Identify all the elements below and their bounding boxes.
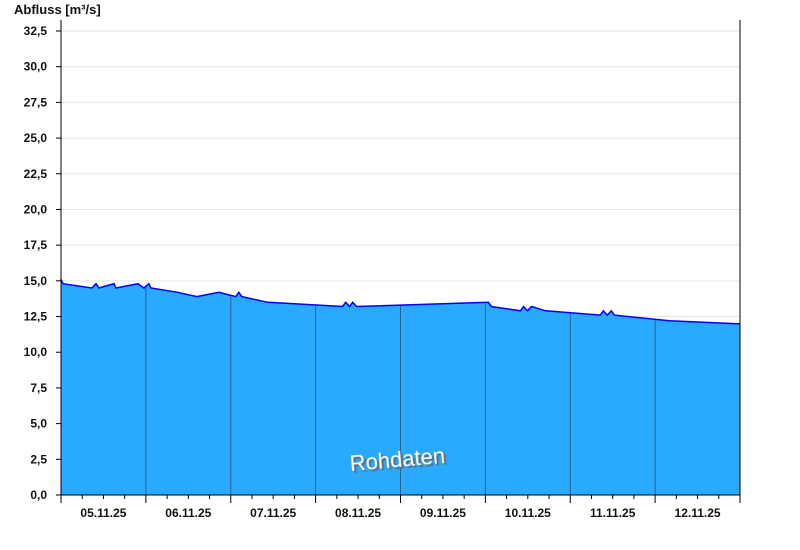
- x-tick-label: 08.11.25: [335, 506, 381, 520]
- y-tick-label: 10,0: [24, 345, 48, 359]
- y-tick-label: 7,5: [30, 381, 47, 395]
- x-tick-label: 07.11.25: [250, 506, 296, 520]
- y-tick-label: 25,0: [24, 131, 48, 145]
- y-tick-label: 2,5: [30, 452, 47, 466]
- y-tick-label: 32,5: [24, 24, 48, 38]
- y-tick-label: 17,5: [24, 238, 48, 252]
- y-axis-label: Abfluss [m³/s]: [14, 2, 101, 17]
- x-tick-label: 10.11.25: [505, 506, 551, 520]
- y-tick-label: 30,0: [24, 60, 48, 74]
- y-axis-ticks: 0,0 2,5 5,0 7,5 10,0 12,5 15,0 17,5 20,0 22,5 25,0…: [24, 24, 61, 502]
- discharge-line: [60, 279, 740, 325]
- y-tick-label: 5,0: [30, 417, 47, 431]
- x-tick-label: 11.11.25: [590, 506, 636, 520]
- y-tick-label: 20,0: [24, 202, 48, 216]
- y-tick-label: 0,0: [30, 488, 47, 502]
- day-separator-lines: [145, 279, 656, 495]
- x-axis-ticks: 05.11.25 06.11.25 07.11.25 08.11.25 09.11.25…: [60, 495, 741, 520]
- x-tick-label: 05.11.25: [80, 506, 126, 520]
- y-tick-label: 12,5: [24, 310, 48, 324]
- x-tick-label: 09.11.25: [420, 506, 466, 520]
- y-tick-label: 27,5: [24, 95, 48, 109]
- y-tick-label: 22,5: [24, 167, 48, 181]
- y-tick-label: 15,0: [24, 274, 48, 288]
- x-tick-label: 06.11.25: [165, 506, 211, 520]
- x-tick-label: 12.11.25: [675, 506, 721, 520]
